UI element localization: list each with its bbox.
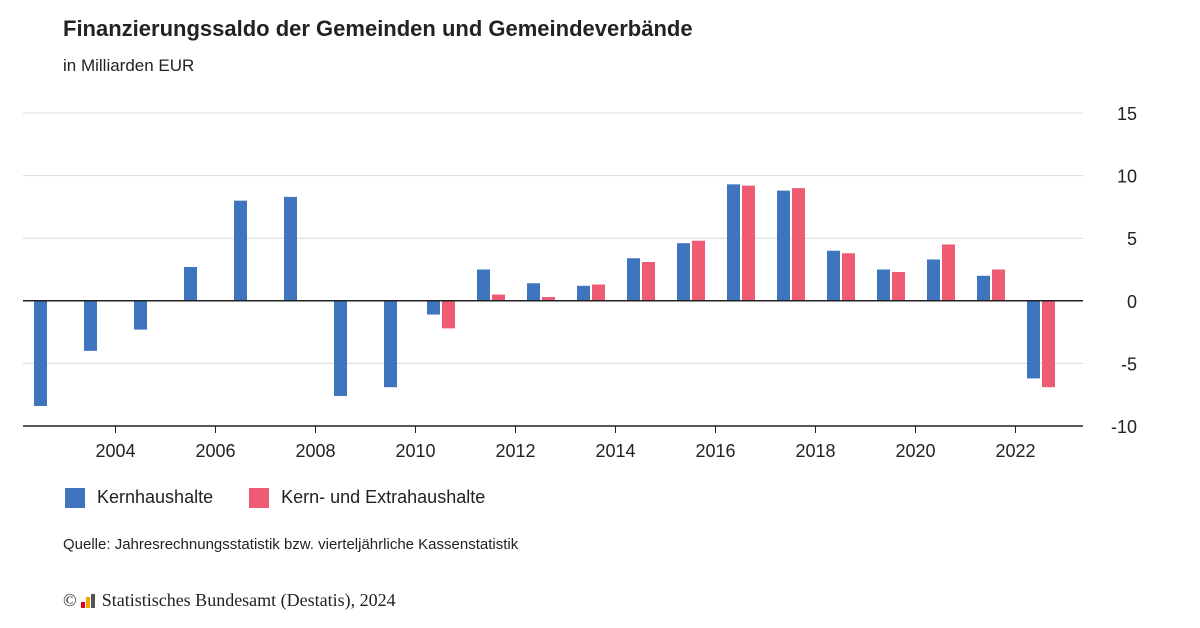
y-tick-label: -5 bbox=[1121, 354, 1137, 374]
legend-item-series2: Kern- und Extrahaushalte bbox=[249, 487, 485, 508]
bar-kern-extrahaushalte bbox=[592, 284, 605, 301]
bar-kernhaushalte bbox=[877, 269, 890, 301]
legend-swatch-series1 bbox=[65, 487, 85, 508]
bar-kernhaushalte bbox=[527, 283, 540, 301]
legend-item-series1: Kernhaushalte bbox=[65, 487, 213, 508]
x-tick-label: 2012 bbox=[495, 441, 535, 461]
bar-kern-extrahaushalte bbox=[842, 253, 855, 301]
bar-kern-extrahaushalte bbox=[792, 188, 805, 301]
bar-kern-extrahaushalte bbox=[992, 269, 1005, 301]
bar-kernhaushalte bbox=[777, 190, 790, 301]
bar-kern-extrahaushalte bbox=[1042, 300, 1055, 388]
x-tick-label: 2008 bbox=[295, 441, 335, 461]
x-tick-label: 2006 bbox=[195, 441, 235, 461]
chart-title: Finanzierungssaldo der Gemeinden und Gem… bbox=[63, 16, 693, 41]
bar-kernhaushalte bbox=[34, 300, 47, 406]
bar-kernhaushalte bbox=[1027, 300, 1040, 379]
bar-kernhaushalte bbox=[977, 275, 990, 301]
bar-kernhaushalte bbox=[184, 266, 197, 301]
copyright-symbol: © bbox=[63, 590, 77, 610]
bar-kernhaushalte bbox=[677, 243, 690, 301]
bar-kernhaushalte bbox=[384, 300, 397, 388]
bar-kernhaushalte bbox=[927, 259, 940, 301]
bar-chart: -10 -5 0 5 10 15 2004 2006 2008 2010 2012 2014 2016 2… bbox=[23, 104, 1137, 461]
bar-kern-extrahaushalte bbox=[542, 297, 555, 301]
x-tick-label: 2014 bbox=[595, 441, 635, 461]
x-tick-label: 2016 bbox=[695, 441, 735, 461]
legend: Kernhaushalte Kern- und Extrahaushalte bbox=[65, 487, 521, 508]
copyright-line: © Statistisches Bundesamt (Destatis), 20… bbox=[63, 590, 396, 611]
legend-label-series1: Kernhaushalte bbox=[97, 487, 214, 507]
bar-kernhaushalte bbox=[727, 184, 740, 301]
y-tick-label: -10 bbox=[1111, 417, 1137, 437]
bar-kern-extrahaushalte bbox=[692, 240, 705, 301]
bar-kernhaushalte bbox=[284, 196, 297, 301]
bar-kernhaushalte bbox=[577, 285, 590, 301]
x-tick-label: 2010 bbox=[395, 441, 435, 461]
bar-kern-extrahaushalte bbox=[742, 185, 755, 301]
x-tick-label: 2018 bbox=[795, 441, 835, 461]
bar-kernhaushalte bbox=[827, 250, 840, 301]
x-tick-label: 2020 bbox=[895, 441, 935, 461]
copyright-text: Statistisches Bundesamt (Destatis), 2024 bbox=[101, 590, 396, 610]
bar-kernhaushalte bbox=[477, 269, 490, 301]
x-tick-label: 2022 bbox=[995, 441, 1035, 461]
bar-kern-extrahaushalte bbox=[892, 272, 905, 301]
y-tick-label: 15 bbox=[1117, 104, 1137, 124]
destatis-logo-icon bbox=[80, 593, 96, 608]
bar-kernhaushalte bbox=[334, 300, 347, 396]
source-note: Quelle: Jahresrechnungsstatistik bzw. vi… bbox=[63, 536, 519, 553]
x-tick-label: 2004 bbox=[95, 441, 135, 461]
bar-kernhaushalte bbox=[627, 258, 640, 301]
bar-kern-extrahaushalte bbox=[492, 294, 505, 301]
y-tick-label: 10 bbox=[1117, 167, 1137, 187]
chart-subtitle: in Milliarden EUR bbox=[63, 56, 195, 75]
bar-kernhaushalte bbox=[134, 300, 147, 330]
y-tick-label: 0 bbox=[1127, 292, 1137, 312]
bar-kern-extrahaushalte bbox=[642, 261, 655, 301]
y-tick-label: 5 bbox=[1127, 229, 1137, 249]
bar-kern-extrahaushalte bbox=[442, 300, 455, 329]
bar-kernhaushalte bbox=[84, 300, 97, 351]
bar-kern-extrahaushalte bbox=[942, 244, 955, 301]
bar-kernhaushalte bbox=[234, 200, 247, 301]
bar-kernhaushalte bbox=[427, 300, 440, 315]
legend-swatch-series2 bbox=[249, 487, 270, 508]
legend-label-series2: Kern- und Extrahaushalte bbox=[281, 487, 486, 507]
